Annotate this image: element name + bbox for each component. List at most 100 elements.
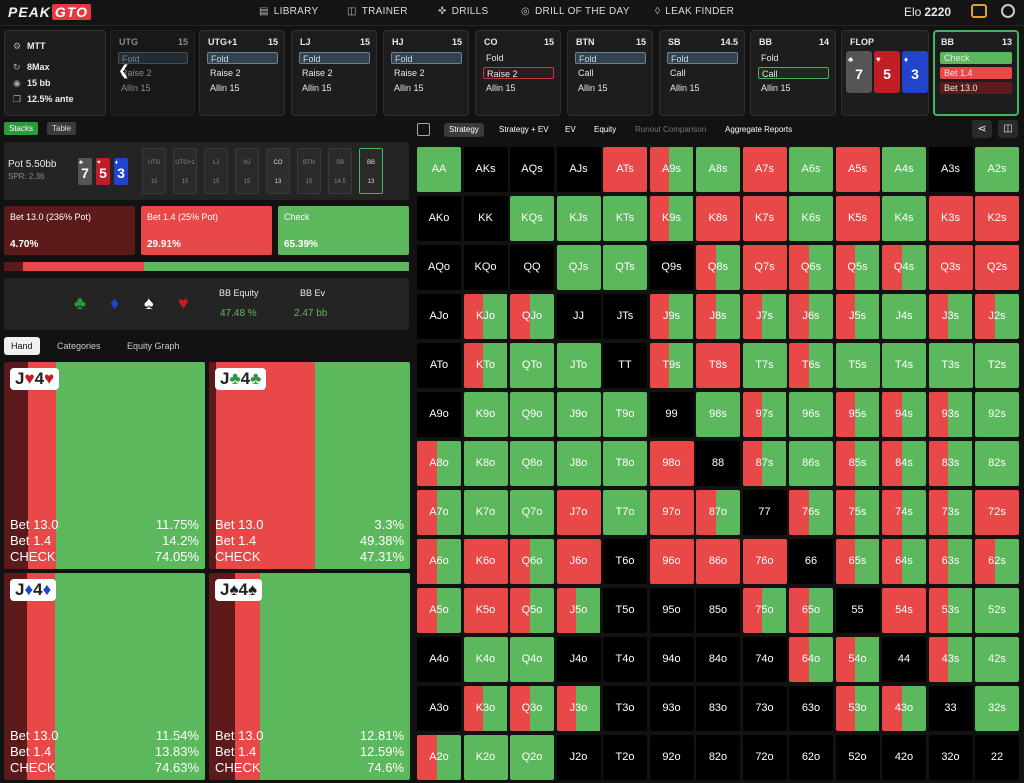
range-cell[interactable]: QJo [510,294,554,339]
range-cell[interactable]: 52o [835,735,880,780]
range-cell[interactable]: QJs [556,245,601,290]
range-cell[interactable]: ATs [603,147,647,192]
range-cell[interactable]: 74s [882,490,926,535]
seat-action[interactable]: Raise 2 [121,68,152,78]
range-cell[interactable]: 32s [975,686,1019,731]
range-cell[interactable]: Q4o [510,637,554,682]
range-cell[interactable]: A9o [417,392,461,437]
seat-btn[interactable]: BTN 15 Fold Call Allin 15 [567,30,653,116]
seat-action[interactable]: Allin 15 [121,83,151,93]
heart-icon[interactable]: ♥ [178,293,189,313]
range-cell[interactable]: 64o [789,637,833,682]
tab-categories[interactable]: Categories [57,341,101,351]
range-cell[interactable]: 82s [975,441,1019,486]
range-cell[interactable]: T8o [603,441,647,486]
range-cell[interactable]: Q3o [510,686,554,731]
range-cell[interactable]: AA [417,147,461,192]
range-cell[interactable]: 84s [882,441,926,486]
range-cell[interactable]: KJs [556,196,601,241]
user-icon[interactable] [1001,4,1015,18]
range-cell[interactable]: 77 [742,490,787,535]
range-cell[interactable]: ATo [417,343,461,388]
range-cell[interactable]: 75o [742,588,787,633]
range-cell[interactable]: K7o [463,490,508,535]
range-cell[interactable]: 42o [882,735,926,780]
seat-action[interactable]: Fold [299,52,370,64]
hand-combo[interactable]: J♠4♠ Bet 13.0 12.81% Bet 1.4 12.59% CHECK 74.6… [209,573,410,780]
range-cell[interactable]: 75s [835,490,880,535]
range-cell[interactable]: A2s [975,147,1019,192]
layout-icon[interactable] [417,123,430,136]
seat-action[interactable]: Call [758,67,829,79]
tab-ev[interactable]: EV [565,125,576,134]
mini-seat-hj[interactable]: HJ 15 [235,148,259,194]
range-cell[interactable]: KQo [463,245,508,290]
range-cell[interactable]: 97o [649,490,694,535]
range-cell[interactable]: Q2s [975,245,1019,290]
range-cell[interactable]: J9s [649,294,694,339]
range-cell[interactable]: Q8s [696,245,740,290]
range-cell[interactable]: Q8o [510,441,554,486]
range-cell[interactable]: 87s [742,441,787,486]
range-cell[interactable]: 33 [928,686,973,731]
range-cell[interactable]: T6o [603,539,647,584]
seat-action[interactable]: Call [670,68,686,78]
range-cell[interactable]: 62o [789,735,833,780]
range-cell[interactable]: Q6o [510,539,554,584]
range-cell[interactable]: 74o [742,637,787,682]
range-cell[interactable]: 97s [742,392,787,437]
flop-panel[interactable]: FLOP ♣ 7 ♥ 5 ♦ 3 [841,30,929,116]
range-cell[interactable]: 22 [975,735,1019,780]
range-cell[interactable]: Q9o [510,392,554,437]
range-cell[interactable]: AQs [510,147,554,192]
nav-drill-of-the-day[interactable]: ◎ DRILL OF THE DAY [521,6,630,17]
mini-seat-btn[interactable]: BTN 15 [297,148,321,194]
seat-co[interactable]: CO 15 Fold Raise 2 Allin 15 [475,30,561,116]
seat-utg-plus-1[interactable]: UTG+1 15 Fold Raise 2 Allin 15 [199,30,285,116]
mini-seat-utg-plus-1[interactable]: UTG+1 15 [173,148,197,194]
range-cell[interactable]: K8o [463,441,508,486]
range-cell[interactable]: T3s [928,343,973,388]
seat-lj[interactable]: LJ 15 Fold Raise 2 Allin 15 [291,30,377,116]
range-cell[interactable]: 65o [789,588,833,633]
range-cell[interactable]: Q5s [835,245,880,290]
range-cell[interactable]: 66 [789,539,833,584]
range-cell[interactable]: T8s [696,343,740,388]
chevron-left-icon[interactable]: ❮ [118,62,130,78]
tab-runout-comparison[interactable]: Runout Comparison [635,125,707,134]
range-cell[interactable]: A6o [417,539,461,584]
range-cell[interactable]: K2o [463,735,508,780]
range-cell[interactable]: 94s [882,392,926,437]
nav-library[interactable]: ▤ LIBRARY [259,6,318,17]
hand-combo[interactable]: J♥4♥ Bet 13.0 11.75% Bet 1.4 14.2% CHECK 74.05… [4,362,205,569]
range-cell[interactable]: J2o [556,735,601,780]
range-cell[interactable]: J7o [556,490,601,535]
bb-action-bet-small[interactable]: Bet 1.4 [940,67,1012,79]
range-cell[interactable]: 73o [742,686,787,731]
range-cell[interactable]: K6s [789,196,833,241]
seat-action[interactable]: Fold [667,52,738,64]
range-cell[interactable]: T7s [742,343,787,388]
seat-action[interactable]: Allin 15 [394,83,424,93]
tab-equity-graph[interactable]: Equity Graph [127,341,180,351]
range-cell[interactable]: 96s [789,392,833,437]
range-cell[interactable]: 85o [696,588,740,633]
range-cell[interactable]: 95s [835,392,880,437]
range-cell[interactable]: 86o [696,539,740,584]
range-cell[interactable]: 94o [649,637,694,682]
range-cell[interactable]: 86s [789,441,833,486]
seat-action[interactable]: Raise 2 [483,67,554,79]
seat-sb[interactable]: SB 14.5 Fold Call Allin 15 [659,30,745,116]
strategy-bet-big[interactable]: Bet 13.0 (236% Pot) 4.70% [4,206,135,255]
range-cell[interactable]: J2s [975,294,1019,339]
seat-action[interactable]: Allin 15 [670,83,700,93]
chat-icon[interactable] [971,4,987,18]
seat-action[interactable]: Allin 15 [210,83,240,93]
range-cell[interactable]: K4s [882,196,926,241]
game-info-panel[interactable]: ⚙ MTT ↻ 8Max ◉ 15 bb ❐ 12.5% ante [4,30,106,116]
range-cell[interactable]: T2s [975,343,1019,388]
range-cell[interactable]: Q2o [510,735,554,780]
mini-seat-lj[interactable]: LJ 15 [204,148,228,194]
range-cell[interactable]: K5s [835,196,880,241]
range-cell[interactable]: 98s [696,392,740,437]
